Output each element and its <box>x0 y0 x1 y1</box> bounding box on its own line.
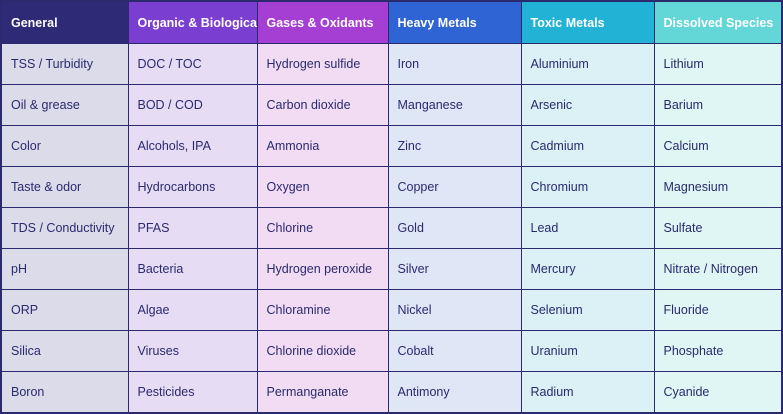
table-cell: Lithium <box>654 44 781 85</box>
column-header-gases-oxidants: Gases & Oxidants <box>257 2 388 44</box>
table-cell: Aluminium <box>521 44 654 85</box>
table-cell: Manganese <box>388 85 521 126</box>
table-cell: Algae <box>128 290 257 331</box>
column-header-toxic-metals: Toxic Metals <box>521 2 654 44</box>
table-cell: Permanganate <box>257 372 388 413</box>
table-cell: Carbon dioxide <box>257 85 388 126</box>
table-row: Oil & grease BOD / COD Carbon dioxide Manga… <box>2 85 781 126</box>
table-header-row: General Organic & Biological Gases & Oxi… <box>2 2 781 44</box>
table-cell: Ammonia <box>257 126 388 167</box>
table-cell: Calcium <box>654 126 781 167</box>
table-cell: Hydrocarbons <box>128 167 257 208</box>
table-cell: Gold <box>388 208 521 249</box>
table-cell: Cobalt <box>388 331 521 372</box>
table-row: Silica Viruses Chlorine dioxide Cobalt Urani… <box>2 331 781 372</box>
table-cell: Iron <box>388 44 521 85</box>
table-cell: Oil & grease <box>2 85 128 126</box>
table-cell: Boron <box>2 372 128 413</box>
table-cell: Chlorine <box>257 208 388 249</box>
table-cell: TDS / Conductivity <box>2 208 128 249</box>
table-cell: Selenium <box>521 290 654 331</box>
table-cell: Hydrogen sulfide <box>257 44 388 85</box>
table-cell: Copper <box>388 167 521 208</box>
table-row: TDS / Conductivity PFAS Chlorine Gold Lead Su… <box>2 208 781 249</box>
table-cell: Chromium <box>521 167 654 208</box>
table-cell: Alcohols, IPA <box>128 126 257 167</box>
column-header-general: General <box>2 2 128 44</box>
table-cell: ORP <box>2 290 128 331</box>
table-cell: Silica <box>2 331 128 372</box>
table-cell: Mercury <box>521 249 654 290</box>
table-cell: TSS / Turbidity <box>2 44 128 85</box>
column-header-heavy-metals: Heavy Metals <box>388 2 521 44</box>
table-cell: Viruses <box>128 331 257 372</box>
column-header-dissolved-species: Dissolved Species <box>654 2 781 44</box>
table-cell: Color <box>2 126 128 167</box>
table-cell: Phosphate <box>654 331 781 372</box>
table-cell: BOD / COD <box>128 85 257 126</box>
column-header-organic-biological: Organic & Biological <box>128 2 257 44</box>
table-cell: Magnesium <box>654 167 781 208</box>
table-cell: Cyanide <box>654 372 781 413</box>
table-cell: Barium <box>654 85 781 126</box>
table-row: ORP Algae Chloramine Nickel Selenium Fluoride <box>2 290 781 331</box>
table-cell: Taste & odor <box>2 167 128 208</box>
table-cell: Sulfate <box>654 208 781 249</box>
table-cell: Oxygen <box>257 167 388 208</box>
table-cell: Silver <box>388 249 521 290</box>
table-cell: Arsenic <box>521 85 654 126</box>
table-cell: Fluoride <box>654 290 781 331</box>
table-body: TSS / Turbidity DOC / TOC Hydrogen sulfide… <box>2 44 781 413</box>
table-cell: pH <box>2 249 128 290</box>
table-row: Color Alcohols, IPA Ammonia Zinc Cadmium Calc… <box>2 126 781 167</box>
table-row: TSS / Turbidity DOC / TOC Hydrogen sulfide… <box>2 44 781 85</box>
table-row: Boron Pesticides Permanganate Antimony Radiu… <box>2 372 781 413</box>
table-cell: Zinc <box>388 126 521 167</box>
table-cell: Pesticides <box>128 372 257 413</box>
table-cell: Nitrate / Nitrogen <box>654 249 781 290</box>
table-cell: Nickel <box>388 290 521 331</box>
table-cell: Chloramine <box>257 290 388 331</box>
table-cell: Radium <box>521 372 654 413</box>
table-cell: DOC / TOC <box>128 44 257 85</box>
table-cell: PFAS <box>128 208 257 249</box>
table-cell: Bacteria <box>128 249 257 290</box>
table-cell: Lead <box>521 208 654 249</box>
table-cell: Uranium <box>521 331 654 372</box>
table-cell: Hydrogen peroxide <box>257 249 388 290</box>
table-cell: Cadmium <box>521 126 654 167</box>
table-cell: Chlorine dioxide <box>257 331 388 372</box>
table-cell: Antimony <box>388 372 521 413</box>
table-row: Taste & odor Hydrocarbons Oxygen Copper Chro… <box>2 167 781 208</box>
table-row: pH Bacteria Hydrogen peroxide Silver Mercury… <box>2 249 781 290</box>
